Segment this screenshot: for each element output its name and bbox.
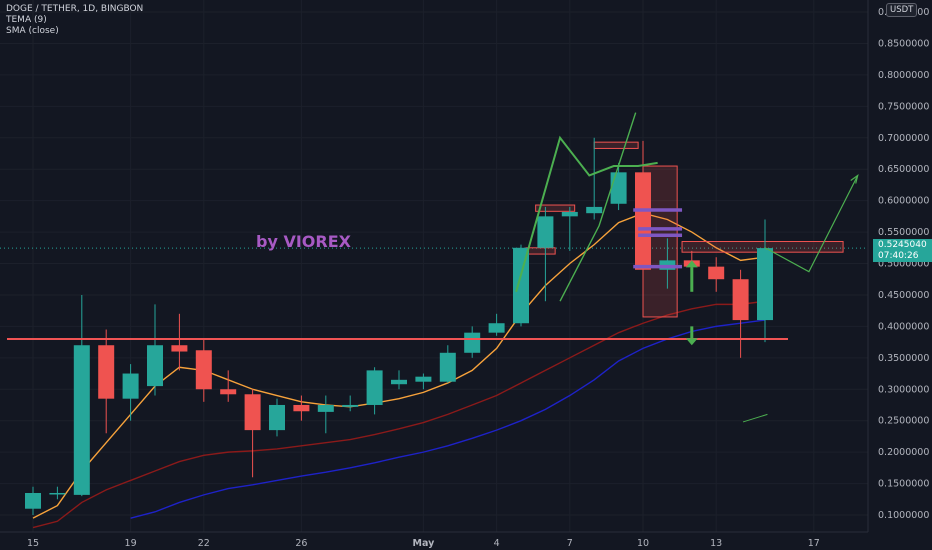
series-line <box>32 300 766 529</box>
price-axis[interactable]: 0.90000000.85000000.80000000.75000000.70… <box>867 0 932 550</box>
candle-body[interactable] <box>269 404 285 431</box>
candle-body[interactable] <box>366 370 383 405</box>
indicator-tema-label[interactable]: TEMA (9) <box>6 15 47 25</box>
y-tick-label: 0.3000000 <box>878 384 929 395</box>
candle-body[interactable] <box>391 379 407 385</box>
zone-rectangle <box>593 141 639 149</box>
signal-arrow-head <box>685 260 698 268</box>
last-price-badge: 0.5245040 07:40:26 <box>873 239 932 262</box>
y-tick-label: 0.2500000 <box>878 416 929 427</box>
candle-body[interactable] <box>757 248 773 321</box>
candles[interactable] <box>25 137 773 515</box>
x-tick-label: 26 <box>295 538 307 549</box>
y-tick-label: 0.4500000 <box>878 290 929 301</box>
x-tick-label: 10 <box>637 538 649 549</box>
pattern-line <box>515 135 658 293</box>
zone-rectangle <box>525 247 556 255</box>
zone-rectangle <box>535 204 576 212</box>
price-axis-bg <box>868 0 932 550</box>
candle-body[interactable] <box>195 350 212 390</box>
indicator-sma-label[interactable]: SMA (close) <box>6 26 59 36</box>
candle-body[interactable] <box>415 376 432 382</box>
countdown-timer: 07:40:26 <box>878 251 919 261</box>
y-tick-label: 0.7500000 <box>878 101 929 112</box>
projection-arrowhead <box>850 174 859 184</box>
x-tick-label: May <box>413 538 436 549</box>
x-tick-label: 22 <box>198 538 210 549</box>
projection-path <box>764 175 859 273</box>
x-tick-label: 13 <box>710 538 722 549</box>
candle-body[interactable] <box>342 404 359 407</box>
drawing-tools-overlay <box>7 112 859 423</box>
candle-body[interactable] <box>439 352 456 382</box>
y-tick-label: 0.6000000 <box>878 196 929 207</box>
currency-button[interactable]: USDT <box>886 3 918 17</box>
x-tick-label: 15 <box>27 538 39 549</box>
y-tick-label: 0.1500000 <box>878 479 929 490</box>
candle-body[interactable] <box>610 172 627 204</box>
candle-body[interactable] <box>147 345 163 387</box>
candle-body[interactable] <box>49 492 66 495</box>
symbol-title[interactable]: DOGE / TETHER, 1D, BINGBON <box>6 4 144 14</box>
candle-body[interactable] <box>513 247 529 324</box>
y-tick-label: 0.6500000 <box>878 164 929 175</box>
y-tick-label: 0.2000000 <box>878 447 929 458</box>
signal-arrow-head <box>685 338 698 346</box>
candle-body[interactable] <box>708 266 725 280</box>
candle-body[interactable] <box>73 345 90 495</box>
candle-body[interactable] <box>171 345 188 352</box>
y-tick-label: 0.7000000 <box>878 133 929 144</box>
y-tick-label: 0.3500000 <box>878 353 929 364</box>
y-tick-label: 0.5500000 <box>878 227 929 238</box>
last-price-value: 0.5245040 <box>878 240 927 250</box>
time-axis[interactable]: 15 19 22 26 May 4 7 10 13 17 <box>0 531 868 549</box>
candle-body[interactable] <box>464 332 481 353</box>
y-tick-label: 0.5000000 <box>878 259 929 270</box>
candle-body[interactable] <box>244 394 261 431</box>
small-trend-line <box>742 413 768 423</box>
candle-body[interactable] <box>488 323 505 333</box>
x-tick-label: 7 <box>567 538 573 549</box>
watermark-text: by VIOREX <box>256 232 351 251</box>
x-tick-label: 17 <box>808 538 820 549</box>
y-tick-label: 0.4000000 <box>878 321 929 332</box>
candle-body[interactable] <box>561 211 578 217</box>
candle-body[interactable] <box>586 206 603 214</box>
candle-body[interactable] <box>293 404 310 412</box>
y-tick-label: 0.8000000 <box>878 70 929 81</box>
candle-body[interactable] <box>635 172 651 270</box>
y-tick-label: 0.8500000 <box>878 38 929 49</box>
series-line <box>130 319 766 519</box>
candle-body[interactable] <box>220 389 237 395</box>
candle-body[interactable] <box>98 345 115 399</box>
candle-body[interactable] <box>122 373 139 399</box>
y-tick-label: 0.1000000 <box>878 510 929 521</box>
chart-legend: DOGE / TETHER, 1D, BINGBON TEMA (9) SMA … <box>6 4 143 37</box>
candle-body[interactable] <box>317 404 334 412</box>
x-tick-label: 19 <box>125 538 137 549</box>
candle-body[interactable] <box>25 492 41 509</box>
candle-body[interactable] <box>732 279 749 321</box>
trend-line <box>559 112 637 302</box>
candle-body[interactable] <box>537 216 554 248</box>
x-tick-label: 4 <box>494 538 500 549</box>
drawing-tools <box>525 141 844 318</box>
